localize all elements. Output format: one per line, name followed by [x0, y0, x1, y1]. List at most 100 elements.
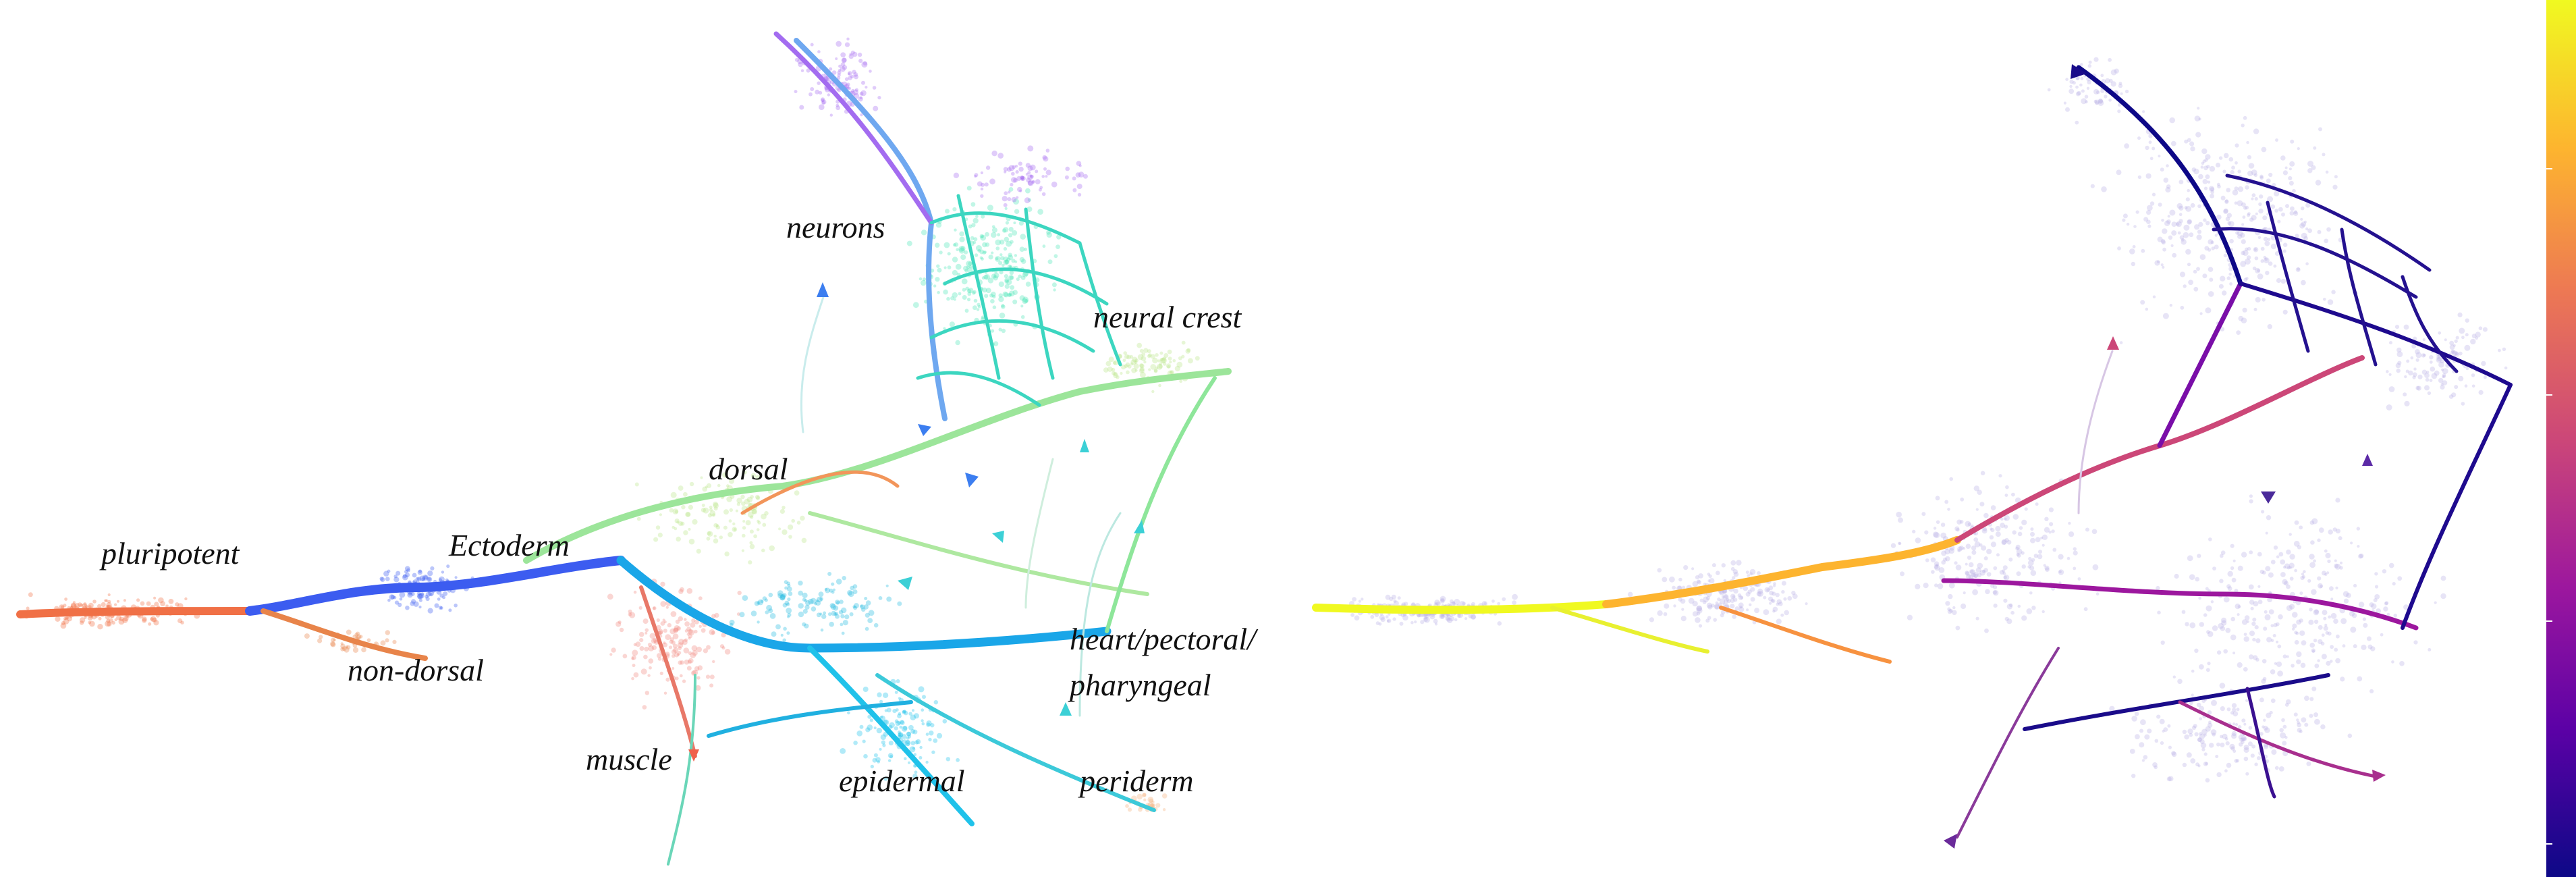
cell-point — [1707, 579, 1711, 583]
cell-point — [402, 574, 407, 579]
cell-point — [2143, 217, 2149, 222]
cell-point — [2090, 184, 2095, 188]
cell-point — [1993, 604, 1998, 608]
cell-point — [2261, 679, 2266, 684]
cell-point — [1746, 608, 1749, 612]
cell-point — [2152, 762, 2158, 768]
cell-point — [2230, 746, 2235, 751]
pt-direction-arrows — [1944, 64, 2386, 849]
cell-point — [686, 627, 692, 632]
cell-point — [2396, 351, 2403, 357]
cell-point — [2073, 550, 2078, 556]
cell-point — [380, 640, 386, 646]
cell-point — [714, 612, 719, 618]
cell-point — [1462, 602, 1466, 606]
cell-point — [2203, 752, 2208, 756]
cell-point — [340, 642, 344, 645]
cell-point — [2006, 539, 2012, 545]
cell-point — [975, 245, 982, 251]
cell-point — [411, 599, 416, 604]
cell-point — [2442, 375, 2445, 378]
cell-point — [1018, 166, 1024, 172]
cell-point — [985, 232, 989, 237]
cell-point — [2247, 155, 2251, 160]
cell-point — [2207, 631, 2214, 637]
cell-point — [2369, 602, 2374, 608]
cell-point — [2267, 324, 2272, 329]
cell-point — [2171, 751, 2177, 758]
cell-point — [2441, 368, 2444, 371]
cell-point — [2286, 655, 2289, 658]
cell-point — [952, 243, 956, 247]
cell-point — [355, 631, 360, 636]
cell-point — [833, 605, 839, 611]
cell-point — [2237, 613, 2240, 616]
cell-point — [2161, 240, 2166, 245]
cell-point — [2297, 721, 2301, 724]
cell-point — [982, 250, 987, 255]
cell-point — [2210, 190, 2214, 194]
cell-point — [729, 508, 734, 512]
cell-point — [2222, 733, 2228, 739]
cell-point — [2247, 213, 2251, 217]
cell-point — [2223, 153, 2229, 159]
cell-point — [418, 606, 422, 609]
cell-point — [2232, 722, 2236, 726]
cell-point — [2370, 646, 2376, 652]
cell-point — [2093, 88, 2099, 95]
cell-point — [1122, 358, 1126, 363]
cell-point — [2358, 554, 2363, 559]
cell-point — [1370, 614, 1375, 619]
cell-point — [1006, 167, 1012, 172]
cell-point — [1471, 602, 1475, 607]
cell-point — [2199, 706, 2205, 712]
cell-point — [984, 182, 989, 187]
cell-point — [2314, 609, 2319, 614]
cell-point — [902, 710, 906, 715]
cell-point — [2169, 117, 2175, 124]
cell-point — [1147, 354, 1151, 358]
cell-point — [2198, 174, 2203, 180]
cell-point — [1015, 170, 1019, 174]
cell-point — [1113, 360, 1119, 366]
cell-point — [700, 476, 703, 479]
cell-point — [667, 622, 672, 628]
cell-point — [831, 582, 835, 586]
cell-point — [677, 642, 684, 648]
cell-point — [1027, 171, 1031, 175]
cell-point — [956, 758, 960, 762]
cell-point — [2397, 361, 2402, 365]
cell-point — [2270, 639, 2274, 642]
cell-point — [1125, 362, 1130, 367]
cell-point — [2258, 202, 2262, 207]
cell-point — [1440, 595, 1446, 602]
cell-point — [2424, 385, 2430, 391]
cell-point — [1424, 616, 1430, 623]
cell-point — [1029, 164, 1036, 171]
cell-point — [2041, 543, 2045, 547]
cell-point — [958, 246, 964, 252]
cell-point — [673, 627, 678, 633]
cell-point — [2282, 724, 2287, 729]
label-periderm: periderm — [1078, 764, 1194, 798]
cell-point — [962, 295, 967, 300]
cell-point — [636, 516, 641, 521]
cell-point — [2329, 586, 2334, 591]
cell-point — [663, 620, 667, 624]
cell-point — [2253, 173, 2257, 177]
cell-point — [2193, 269, 2197, 274]
cell-point — [841, 57, 847, 63]
cell-point — [2301, 221, 2307, 227]
cell-point — [1730, 597, 1735, 604]
branch-thin-2 — [1078, 512, 1122, 717]
cell-point — [722, 472, 728, 478]
cell-point — [989, 293, 993, 298]
arrow-head — [2071, 64, 2087, 79]
cell-point — [2026, 608, 2033, 614]
cell-point — [1441, 614, 1444, 617]
cell-point — [1076, 184, 1083, 190]
cell-point — [2168, 776, 2174, 782]
cell-point — [2189, 574, 2195, 580]
cell-point — [2278, 552, 2284, 557]
cell-point — [953, 172, 960, 178]
